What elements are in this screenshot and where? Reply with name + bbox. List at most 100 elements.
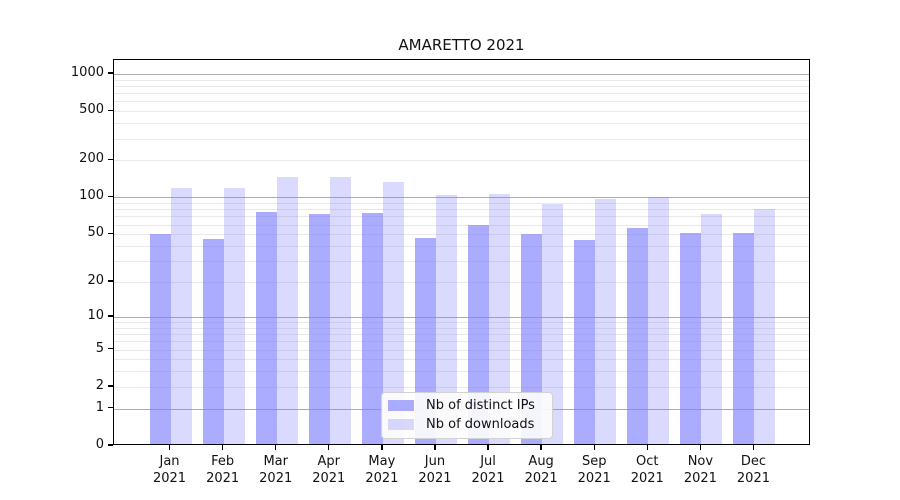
gridline-minor [114,123,809,125]
bar-distinct-ips-oct [627,228,649,444]
y-axis-tick-mark [108,109,113,111]
gridline-minor [114,79,809,81]
bar-distinct-ips-sep [574,240,596,444]
bar-distinct-ips-nov [680,233,702,444]
bar-distinct-ips-apr [308,213,330,444]
x-axis-tick-label-line: Jun [424,454,446,469]
y-axis-tick-mark [108,232,113,234]
y-axis-tick-mark [108,72,113,74]
y-axis-tick-label: 1000 [70,64,104,80]
bar-downloads-aug [542,204,564,444]
x-axis-tick-mark [646,445,648,450]
x-axis-tick-label-line: Aug [528,454,554,469]
bar-distinct-ips-may [361,212,383,444]
bar-downloads-feb [223,188,245,444]
x-axis-tick-label-line: Nov [687,454,714,469]
y-axis-tick-mark [108,195,113,198]
y-axis-tick-mark [108,158,113,161]
gridline-minor [114,246,809,247]
gridline-minor [114,359,809,361]
x-axis-tick-label-line: 2021 [630,471,664,486]
x-axis-tick-label-line: 2021 [736,471,770,486]
x-axis-tick-label-line: 2021 [471,471,505,486]
gridline-minor [114,203,809,205]
gridline-minor [114,349,809,351]
gridline-minor [114,216,809,218]
bar-downloads-jun [435,195,457,444]
gridline-minor [114,234,809,236]
x-axis-tick-label-line: Sep [581,454,607,469]
x-axis-tick-label: Sep 2021 [564,453,624,487]
x-axis-tick-label: May 2021 [352,453,412,487]
x-axis-tick-label-line: 2021 [152,471,187,486]
bar-downloads-mar [276,177,298,444]
x-axis-tick-label-line: 2021 [259,471,293,486]
x-axis-tick-label: Mar 2021 [246,453,306,487]
gridline-major [114,316,809,318]
legend-item-distinct-ips: Nb of distinct IPs [388,398,543,413]
bar-distinct-ips-dec [733,233,755,444]
x-axis-tick-label-line: 2021 [312,471,346,486]
x-axis-tick-mark [168,445,171,450]
y-axis-tick-label: 100 [79,188,104,204]
y-axis-tick-mark [108,315,113,317]
x-axis-tick-mark [752,445,755,450]
x-axis-tick-label-line: 2021 [365,471,399,486]
x-axis-tick-mark [540,445,542,450]
gridline-minor [114,341,809,343]
x-axis-tick-label: Oct 2021 [617,453,677,487]
bar-downloads-may [382,182,404,444]
x-axis-tick-label: Apr 2021 [299,453,359,487]
y-axis-tick-label: 500 [79,102,104,118]
x-axis-tick-label-line: Feb [211,454,235,469]
legend-swatch-downloads-icon [388,419,414,430]
gridline-minor [114,101,809,103]
x-axis-tick-label-line: 2021 [418,471,452,486]
legend: Nb of distinct IPs Nb of downloads [381,392,553,439]
y-axis-tick-mark [108,280,113,282]
x-axis-tick-label: Aug 2021 [511,453,571,487]
gridline-minor [114,160,809,162]
y-axis-tick-label: 5 [95,340,104,356]
y-axis-tick-label: 0 [95,437,104,452]
x-axis-tick-mark [699,445,702,450]
bar-distinct-ips-jul [468,225,490,444]
x-axis-tick-label-line: Mar [263,454,288,469]
y-axis-tick-mark [108,406,113,409]
x-axis-tick-label-line: 2021 [524,471,558,486]
y-axis-tick-label: 2 [95,377,104,393]
y-axis-tick-mark [108,385,113,387]
gridline-minor [114,209,809,211]
x-axis-tick-label: Jun 2021 [405,453,465,487]
gridline-minor [114,334,809,336]
bar-downloads-jul [489,194,511,444]
x-axis-tick-label-line: May [368,454,396,469]
x-axis-tick-mark [275,445,277,450]
x-axis-tick-mark [434,445,436,450]
legend-label-distinct-ips: Nb of distinct IPs [426,398,535,413]
gridline-minor [114,85,809,87]
gridline-major [114,73,809,75]
gridline-minor [114,261,809,263]
gridline-minor [114,111,809,113]
x-axis-tick-label-line: Jul [480,454,496,469]
gridline-minor [114,322,809,323]
x-axis-tick-mark [487,445,489,450]
y-axis-tick-mark [108,347,113,350]
y-axis-tick-label: 1 [95,399,104,415]
x-axis-tick-label: Feb 2021 [193,453,253,487]
x-axis-tick-mark [381,445,383,450]
y-axis-tick-label: 10 [87,307,104,323]
x-axis-tick-mark [593,445,595,450]
gridline-minor [114,386,809,388]
gridline-minor [114,93,809,95]
y-axis-tick-label: 50 [87,225,104,241]
plot-area: Nb of distinct IPs Nb of downloads [113,59,810,445]
y-axis-tick-label: 20 [87,273,104,289]
bar-distinct-ips-aug [521,234,543,444]
gridline-major [114,197,809,199]
x-axis-tick-mark [328,445,330,450]
gridline-minor [114,282,809,284]
y-axis-tick-label: 200 [79,151,104,167]
